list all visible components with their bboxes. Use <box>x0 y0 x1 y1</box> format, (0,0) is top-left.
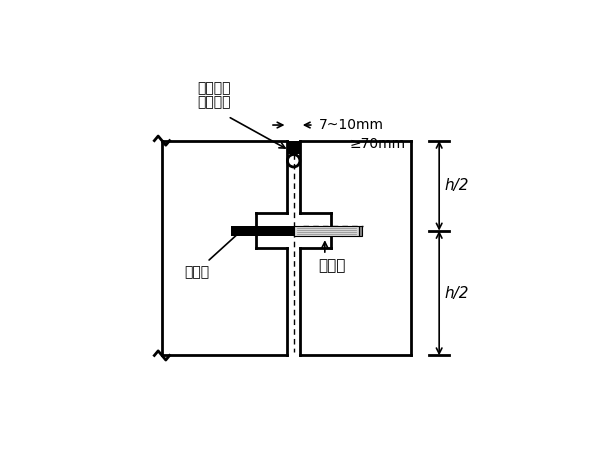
Bar <box>293 226 359 235</box>
Text: 7~10mm: 7~10mm <box>319 118 384 132</box>
Bar <box>359 226 362 235</box>
Text: 灌填缝料: 灌填缝料 <box>197 81 230 95</box>
Text: 传力杆: 传力杆 <box>318 258 346 273</box>
Text: 涂氥青: 涂氥青 <box>184 266 209 279</box>
Text: h/2: h/2 <box>445 178 469 193</box>
Text: ≥70mm: ≥70mm <box>349 137 405 151</box>
Bar <box>287 140 300 154</box>
Text: 背衬坤条: 背衬坤条 <box>197 95 230 109</box>
Bar <box>231 226 293 235</box>
Text: h/2: h/2 <box>445 286 469 301</box>
